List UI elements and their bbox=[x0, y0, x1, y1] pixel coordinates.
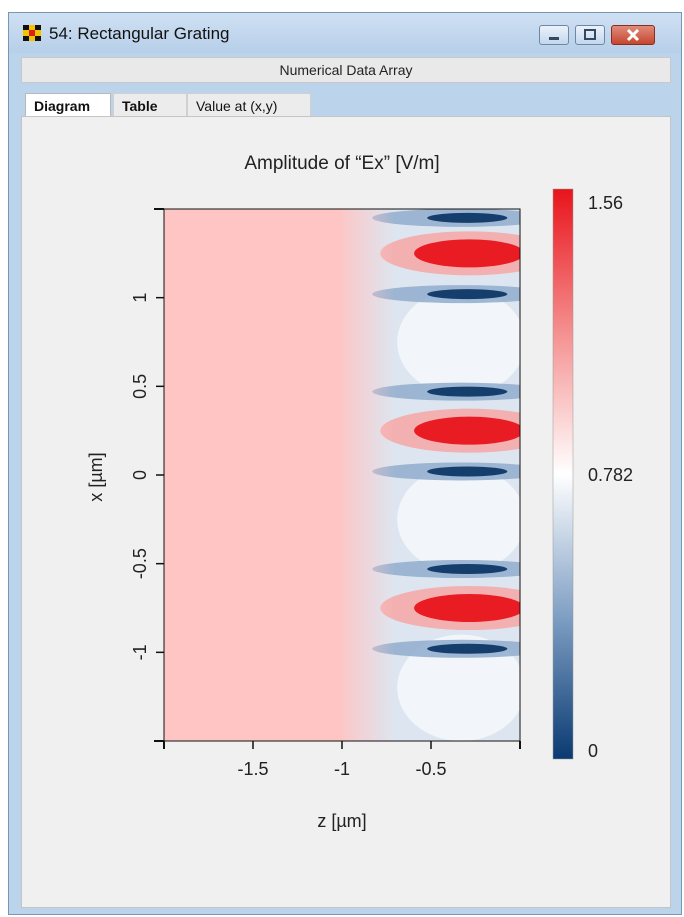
y-axis-label: x [µm] bbox=[86, 452, 106, 501]
colorbar-max-label: 1.56 bbox=[588, 193, 623, 213]
panel-header: Numerical Data Array bbox=[21, 57, 671, 83]
y-tick-label: -0.5 bbox=[130, 548, 150, 579]
app-window: 54: Rectangular Grating Numerical Data A… bbox=[8, 12, 682, 915]
x-tick-label: -1.5 bbox=[237, 759, 268, 779]
grating-edge-fade bbox=[342, 209, 520, 741]
y-tick-label: -1 bbox=[130, 644, 150, 660]
window-title: 54: Rectangular Grating bbox=[49, 24, 230, 44]
tab-diagram[interactable]: Diagram bbox=[25, 93, 111, 117]
y-tick-label: 0.5 bbox=[130, 374, 150, 399]
uniform-region bbox=[164, 209, 342, 741]
plot-area bbox=[164, 209, 558, 741]
minimize-icon bbox=[540, 26, 568, 44]
heatmap-chart[interactable]: Amplitude of “Ex” [V/m] -1.5 -1 -0.5 1 0.5 0… bbox=[22, 117, 670, 907]
minimize-button[interactable] bbox=[539, 25, 569, 45]
colorbar-mid-label: 0.782 bbox=[588, 465, 633, 485]
title-bar[interactable]: 54: Rectangular Grating bbox=[9, 13, 681, 53]
x-tick-label: -0.5 bbox=[415, 759, 446, 779]
x-axis-label: z [µm] bbox=[317, 811, 366, 831]
close-icon bbox=[612, 26, 654, 44]
close-button[interactable] bbox=[611, 25, 655, 45]
chart-title: Amplitude of “Ex” [V/m] bbox=[244, 153, 439, 174]
diagram-panel: Amplitude of “Ex” [V/m] -1.5 -1 -0.5 1 0.5 0… bbox=[21, 116, 671, 908]
colorbar bbox=[553, 189, 573, 759]
tab-table[interactable]: Table bbox=[113, 93, 187, 117]
tab-value-at-xy[interactable]: Value at (x,y) bbox=[187, 93, 311, 117]
y-tick-label: 1 bbox=[130, 293, 150, 303]
maximize-icon bbox=[576, 26, 604, 44]
app-icon bbox=[23, 25, 41, 41]
y-tick-label: 0 bbox=[130, 470, 150, 480]
colorbar-min-label: 0 bbox=[588, 741, 598, 761]
x-tick-label: -1 bbox=[334, 759, 350, 779]
maximize-button[interactable] bbox=[575, 25, 605, 45]
